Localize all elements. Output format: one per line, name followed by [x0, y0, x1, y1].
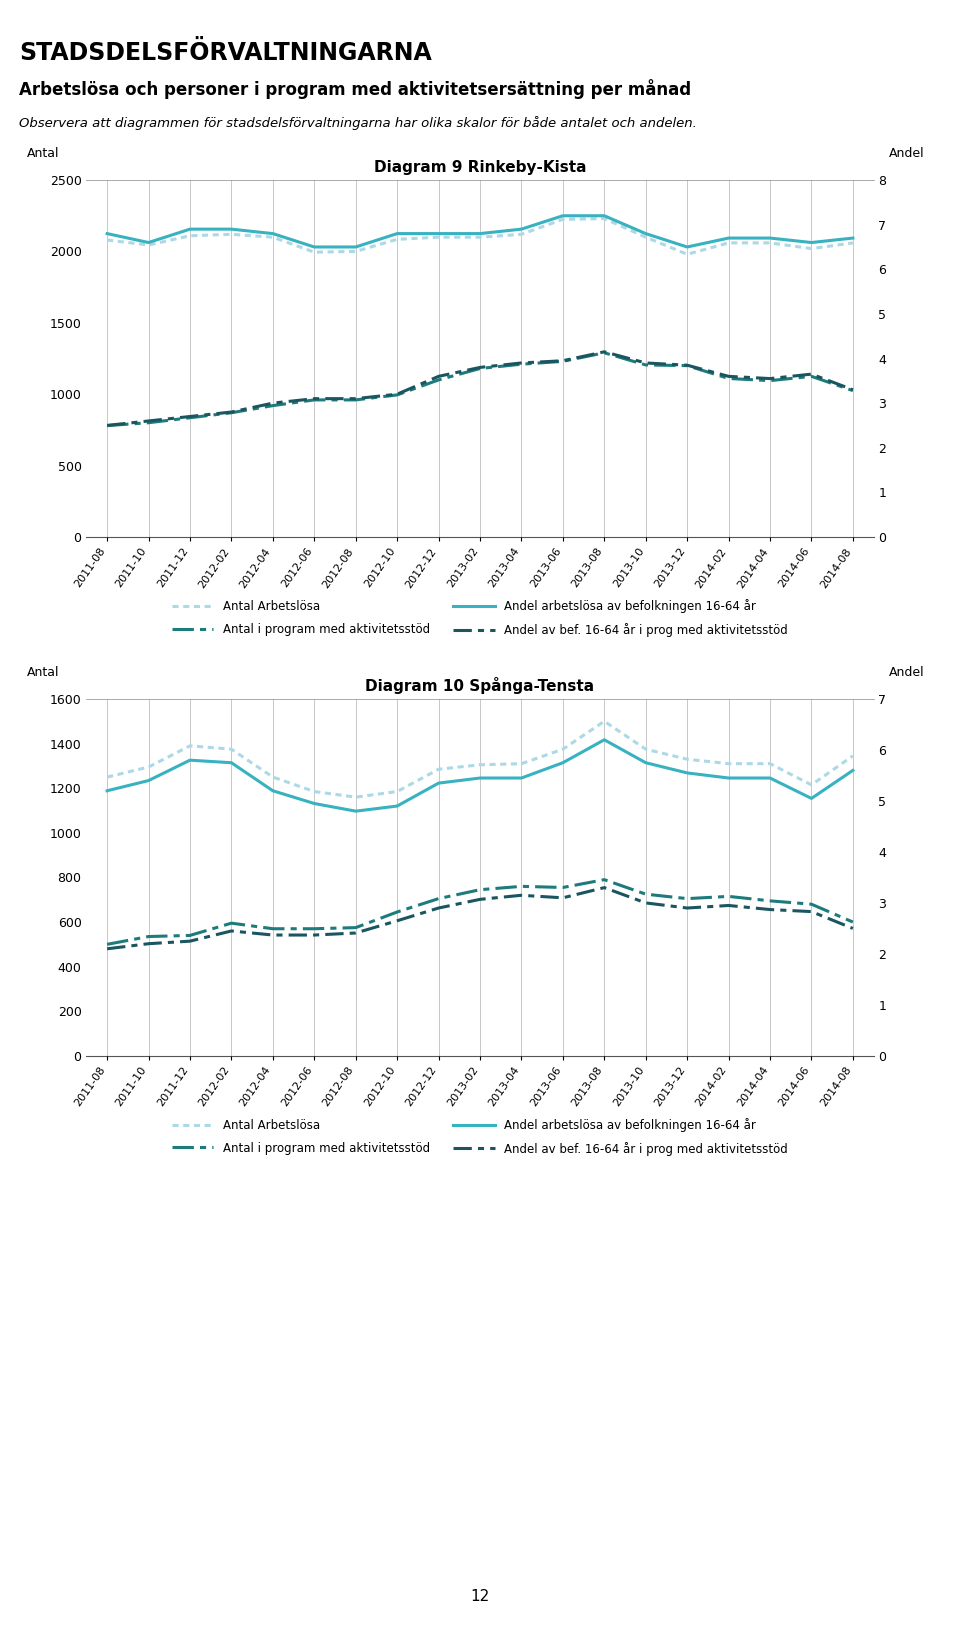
Text: STADSDELSFÖRVALTNINGARNA: STADSDELSFÖRVALTNINGARNA — [19, 41, 432, 65]
Title: Diagram 10 Spånga-Tensta: Diagram 10 Spånga-Tensta — [366, 676, 594, 694]
Text: 12: 12 — [470, 1590, 490, 1604]
Text: Antal: Antal — [27, 666, 60, 679]
Legend: Antal Arbetslösa, Antal i program med aktivitetsstöd, Andel arbetslösa av befolk: Antal Arbetslösa, Antal i program med ak… — [167, 1113, 793, 1161]
Title: Diagram 9 Rinkeby-Kista: Diagram 9 Rinkeby-Kista — [373, 160, 587, 175]
Legend: Antal Arbetslösa, Antal i program med aktivitetsstöd, Andel arbetslösa av befolk: Antal Arbetslösa, Antal i program med ak… — [167, 594, 793, 642]
Text: Antal: Antal — [27, 147, 60, 160]
Text: Observera att diagrammen för stadsdelsförvaltningarna har olika skalor för både : Observera att diagrammen för stadsdelsfö… — [19, 116, 697, 131]
Text: Arbetslösa och personer i program med aktivitetsersättning per månad: Arbetslösa och personer i program med ak… — [19, 79, 691, 98]
Text: Andel: Andel — [889, 666, 924, 679]
Text: Andel: Andel — [889, 147, 924, 160]
